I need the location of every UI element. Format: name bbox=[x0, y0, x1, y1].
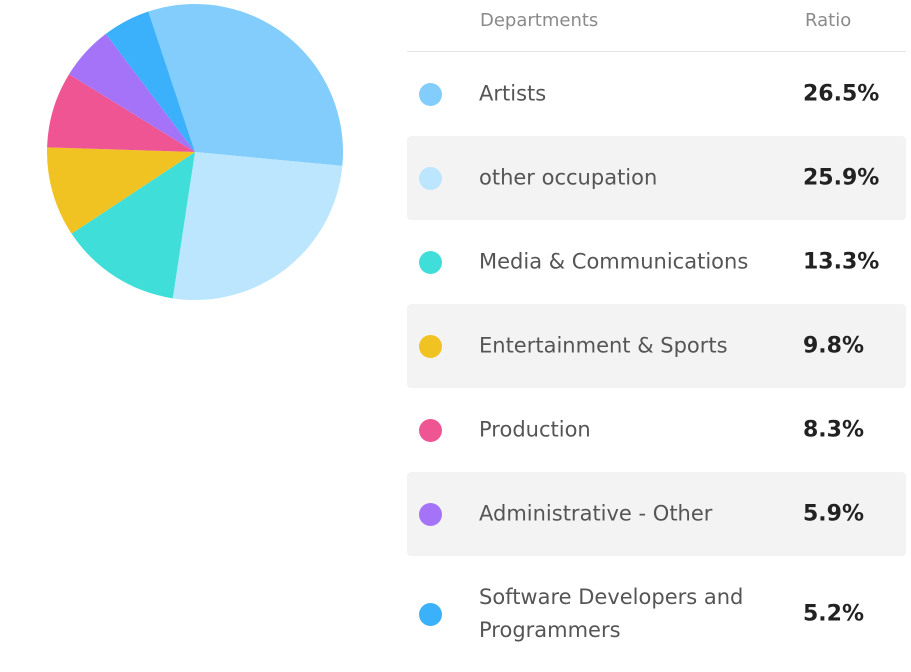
ratio-value: 13.3% bbox=[803, 249, 880, 275]
header-ratio: Ratio bbox=[805, 10, 852, 31]
table-body: Artists 26.5% other occupation 25.9% Media &… bbox=[407, 52, 906, 672]
legend-dot-icon bbox=[419, 83, 442, 106]
pie-chart-svg bbox=[47, 4, 343, 301]
departments-table: Departments Ratio Artists 26.5% other occu… bbox=[407, 0, 906, 672]
pie-slice-6[interactable] bbox=[105, 11, 195, 153]
table-row[interactable]: Artists 26.5% bbox=[407, 52, 906, 136]
legend-dot-icon bbox=[419, 167, 442, 190]
table-header: Departments Ratio bbox=[407, 0, 906, 52]
department-label: other occupation bbox=[479, 165, 658, 190]
pie-slice-4[interactable] bbox=[47, 74, 195, 152]
ratio-value: 8.3% bbox=[803, 417, 865, 443]
header-departments: Departments bbox=[480, 10, 599, 31]
pie-chart bbox=[40, 0, 350, 310]
legend-dot-icon bbox=[419, 419, 442, 442]
table-row[interactable]: other occupation 25.9% bbox=[407, 136, 906, 220]
table-row[interactable]: Entertainment & Sports 9.8% bbox=[407, 304, 906, 388]
table-row[interactable]: Media & Communications 13.3% bbox=[407, 220, 906, 304]
table-row[interactable]: Production 8.3% bbox=[407, 388, 906, 472]
ratio-value: 9.8% bbox=[803, 333, 865, 359]
pie-slice-3[interactable] bbox=[47, 147, 195, 234]
ratio-value: 5.9% bbox=[803, 501, 865, 527]
table-row[interactable]: Software Developers and Programmers 5.2% bbox=[407, 556, 906, 672]
department-label: Entertainment & Sports bbox=[479, 333, 728, 358]
legend-dot-icon bbox=[419, 503, 442, 526]
table-row[interactable]: Administrative - Other 5.9% bbox=[407, 472, 906, 556]
department-label: Software Developers and Programmers bbox=[479, 585, 744, 642]
pie-slice-5[interactable] bbox=[69, 33, 195, 152]
department-label: Artists bbox=[479, 81, 547, 106]
ratio-value: 26.5% bbox=[803, 81, 880, 107]
pie-slice-1[interactable] bbox=[172, 152, 343, 301]
pie-slice-2[interactable] bbox=[71, 152, 195, 299]
legend-dot-icon bbox=[419, 251, 442, 274]
pie-slice-7[interactable] bbox=[148, 4, 195, 152]
ratio-value: 5.2% bbox=[803, 601, 865, 627]
pie-slice-0[interactable] bbox=[195, 4, 343, 166]
department-label: Administrative - Other bbox=[479, 501, 713, 526]
ratio-value: 25.9% bbox=[803, 165, 880, 191]
department-label: Media & Communications bbox=[479, 249, 749, 274]
department-label: Production bbox=[479, 417, 591, 442]
legend-dot-icon bbox=[419, 603, 442, 626]
legend-dot-icon bbox=[419, 335, 442, 358]
